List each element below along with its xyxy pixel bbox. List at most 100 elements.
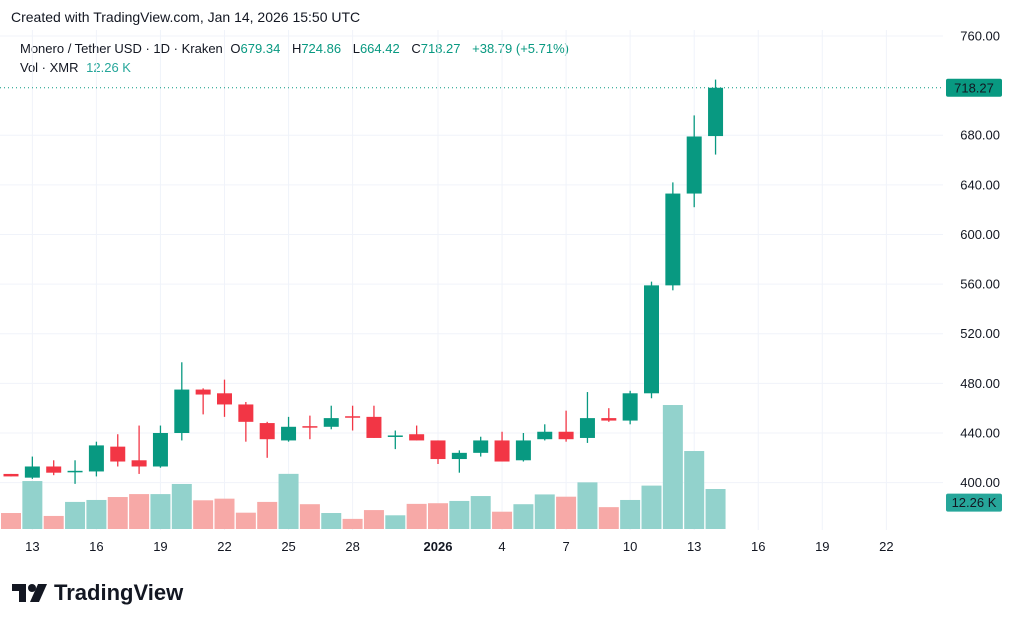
logo-text: TradingView xyxy=(54,580,184,605)
candle-body xyxy=(302,426,318,428)
low-label: L xyxy=(352,41,360,56)
candle-body xyxy=(515,440,531,461)
candle-body xyxy=(238,404,254,422)
time-axis[interactable]: 13 16 19 22 25 28 2026 4 7 10 13 16 19 22 xyxy=(25,539,893,554)
volume-bar xyxy=(598,507,619,529)
time-tick-label: 16 xyxy=(89,539,103,554)
volume-bar xyxy=(193,500,214,529)
time-tick-label: 19 xyxy=(153,539,167,554)
price-tick-label: 400.00 xyxy=(960,475,1000,490)
volume-bar xyxy=(65,501,86,529)
time-tick-label: 22 xyxy=(217,539,231,554)
volume-bar xyxy=(428,503,448,529)
volume-bar xyxy=(385,515,406,529)
tradingview-logo-icon xyxy=(12,584,47,602)
volume-value: 12.26 K xyxy=(86,60,131,75)
tradingview-logo[interactable]: TradingView xyxy=(12,580,183,606)
candle-body xyxy=(473,440,489,453)
volume-bar xyxy=(662,405,683,529)
candle-body xyxy=(24,466,40,478)
candle-body xyxy=(494,440,510,462)
change-value: +38.79 (+5.71%) xyxy=(472,41,569,56)
last-price-badge xyxy=(946,78,1002,97)
high-value: 724.86 xyxy=(301,41,342,56)
candle-body xyxy=(131,460,147,467)
volume-bar xyxy=(534,494,555,529)
time-tick-label: 2026 xyxy=(424,539,453,554)
candle-body xyxy=(152,432,168,467)
price-tick-label: 480.00 xyxy=(960,376,1000,391)
volume-bar xyxy=(235,512,256,529)
candle-body xyxy=(110,446,126,462)
volume-bar xyxy=(641,485,662,529)
price-tick-label: 560.00 xyxy=(960,277,1000,292)
last-volume-badge-text: 12.26 K xyxy=(952,495,997,510)
candle-body xyxy=(281,426,297,441)
candle-body xyxy=(366,416,382,438)
candle-body xyxy=(174,389,190,433)
volume-bar xyxy=(684,451,705,529)
volume-bar xyxy=(321,513,342,529)
candle-body xyxy=(345,416,361,418)
price-tick-label: 520.00 xyxy=(960,326,1000,341)
volume-bar xyxy=(342,518,363,529)
candle-body xyxy=(708,87,724,137)
close-value: 718.27 xyxy=(420,41,461,56)
volume-bar xyxy=(620,499,641,529)
candle-body xyxy=(537,431,553,440)
time-tick-label: 19 xyxy=(815,539,829,554)
candle-body xyxy=(601,418,617,421)
candles xyxy=(3,79,724,484)
volume-bar xyxy=(150,494,171,529)
close-label: C xyxy=(411,41,421,56)
time-tick-label: 25 xyxy=(281,539,295,554)
candle-body xyxy=(46,466,62,473)
low-value: 664.42 xyxy=(359,41,400,56)
candle-body xyxy=(259,423,275,440)
candle-body xyxy=(195,389,211,395)
open-value: 679.34 xyxy=(240,41,281,56)
candle-body xyxy=(88,445,104,472)
symbol-title[interactable]: Monero / Tether USD · 1D · Kraken xyxy=(20,41,223,56)
volume-bar xyxy=(556,496,577,529)
ohlc-legend-row: Monero / Tether USD · 1D · Kraken O679.3… xyxy=(20,39,573,58)
last-price-badge-text: 718.27 xyxy=(954,80,994,95)
volume-bar xyxy=(278,473,299,529)
chart-legend: Monero / Tether USD · 1D · Kraken O679.3… xyxy=(20,39,573,77)
price-tick-label: 600.00 xyxy=(960,227,1000,242)
volume-bars xyxy=(1,405,726,529)
time-tick-label: 13 xyxy=(687,539,701,554)
price-tick-label: 440.00 xyxy=(960,425,1000,440)
volume-bar xyxy=(171,483,192,529)
candle-body xyxy=(430,440,446,460)
candle-body xyxy=(67,470,83,473)
candle-body xyxy=(217,393,232,405)
price-axis[interactable]: 760.00 680.00 640.00 600.00 560.00 520.00 480.… xyxy=(946,29,1002,512)
volume-bar xyxy=(470,496,491,529)
candle-body xyxy=(387,435,403,437)
time-tick-label: 28 xyxy=(345,539,359,554)
time-tick-label: 16 xyxy=(751,539,765,554)
volume-bar xyxy=(43,515,64,529)
candle-body xyxy=(558,431,574,440)
volume-label[interactable]: Vol · XMR xyxy=(20,60,79,75)
volume-bar xyxy=(22,481,43,529)
price-tick-label: 760.00 xyxy=(960,29,1000,44)
candle-body xyxy=(451,452,467,460)
candle-body xyxy=(579,418,595,438)
time-tick-label: 7 xyxy=(562,539,569,554)
open-label: O xyxy=(230,41,241,56)
candlestick-chart[interactable]: 760.00 680.00 640.00 600.00 560.00 520.00 480.… xyxy=(0,0,1024,570)
candle-body xyxy=(3,473,19,477)
last-volume-badge xyxy=(946,493,1002,512)
volume-bar xyxy=(492,511,513,529)
time-tick-label: 22 xyxy=(879,539,893,554)
candle-body xyxy=(665,193,681,286)
volume-bar xyxy=(299,504,320,529)
high-label: H xyxy=(291,41,302,56)
created-with-caption: Created with TradingView.com, Jan 14, 20… xyxy=(11,9,361,25)
volume-bar xyxy=(449,500,470,529)
candle-body xyxy=(622,393,638,421)
volume-bar xyxy=(577,482,598,529)
volume-bar xyxy=(513,504,534,529)
